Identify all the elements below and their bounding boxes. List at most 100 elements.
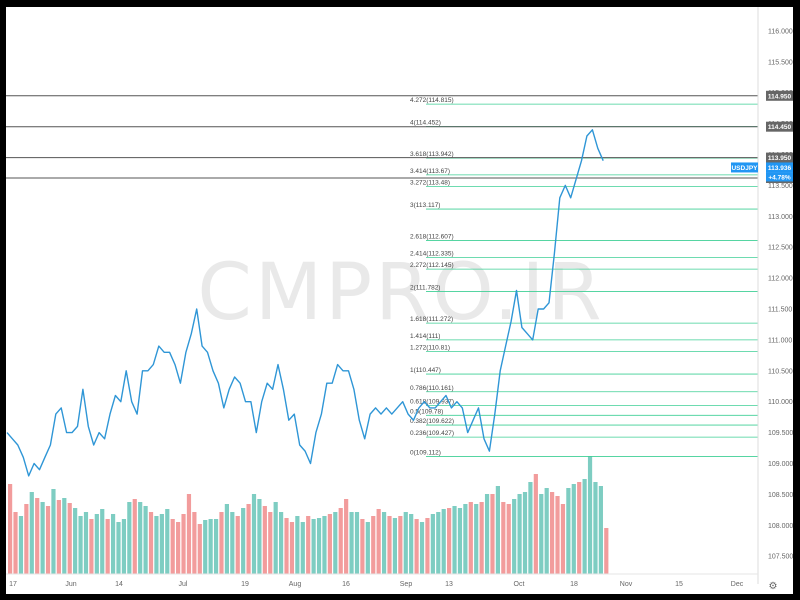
y-tick-label: 111.500 (768, 307, 792, 314)
fib-level-label: 0(109.112) (410, 450, 441, 457)
watermark: CMPRO.IR (197, 248, 604, 338)
y-tick-label: 112.000 (768, 276, 793, 283)
x-tick-label: Aug (289, 581, 302, 588)
fib-level-label: 2.272(112.145) (410, 262, 454, 269)
volume-bar (452, 506, 457, 574)
volume-bar (300, 522, 305, 574)
volume-bar (83, 512, 89, 574)
x-tick-label: Oct (514, 581, 525, 588)
volume-bar (18, 516, 24, 574)
y-tick-label: 110.500 (768, 368, 793, 375)
x-tick-label: 18 (570, 581, 578, 588)
y-tick-label: 109.000 (768, 461, 793, 468)
fib-level-label: 4.272(114.815) (410, 97, 454, 104)
volume-bar (73, 508, 78, 574)
volume-bar (105, 519, 110, 574)
volume-bar (186, 494, 192, 574)
x-tick-label: 16 (342, 581, 350, 588)
volume-bar (392, 518, 398, 574)
x-tick-label: 15 (675, 581, 683, 588)
volume-bar (360, 519, 365, 574)
volume-bar (544, 488, 549, 574)
volume-bar (463, 504, 468, 574)
volume-bar (176, 522, 181, 574)
price-tag-bg (766, 152, 793, 163)
volume-bar (414, 519, 419, 574)
fib-level-label: 0.5(109.78) (410, 408, 443, 415)
volume-bar (593, 482, 598, 574)
volume-bar (127, 502, 132, 574)
volume-bar (138, 502, 143, 574)
fib-level-label: 3.272(113.48) (410, 180, 450, 187)
volume-bar (501, 502, 506, 574)
volume-bar (230, 512, 235, 574)
fib-level-label: 1(110.447) (410, 367, 441, 374)
volume-bar (322, 516, 327, 574)
volume-bar (533, 474, 538, 574)
volume-bar (268, 512, 273, 574)
volume-bar (62, 498, 67, 574)
volume-bar (213, 519, 219, 574)
volume-bar (279, 512, 284, 574)
fib-level-label: 4(114.452) (410, 120, 441, 127)
price-tag: 114.450 (768, 124, 792, 131)
volume-bar (430, 514, 435, 574)
volume-bar (8, 484, 13, 574)
change-tag-bg (766, 172, 793, 182)
y-tick-label: 108.000 (768, 523, 793, 530)
volume-bar (419, 522, 425, 574)
volume-bar (45, 506, 51, 574)
fib-level-label: 0.786(110.161) (410, 385, 454, 392)
volume-bar (587, 456, 593, 574)
fib-level-label: 2.618(112.607) (410, 234, 454, 241)
volume-bar (490, 494, 495, 574)
volume-bar (338, 508, 343, 574)
volume-bar (371, 516, 376, 574)
x-tick-label: 13 (445, 581, 453, 588)
price-tag-bg (766, 90, 793, 101)
volume-bar (192, 512, 197, 574)
y-tick-label: 110.000 (768, 399, 793, 406)
volume-bar (89, 519, 94, 574)
volume-bar (582, 479, 587, 574)
volume-bar (251, 494, 257, 574)
volume-bar (29, 492, 34, 574)
usdjpy-chart[interactable]: CMPRO.IR 0(109.112) 0.236(109.427) 0.382(1… (6, 7, 793, 594)
x-tick-label: 17 (9, 581, 17, 588)
volume-bar (165, 509, 170, 574)
last-price-tag-bg (766, 162, 793, 173)
volume-bar (349, 512, 354, 574)
volume-bar (517, 494, 522, 574)
volume-bar (295, 516, 300, 574)
x-tick-label: Jun (65, 581, 76, 588)
volume-bar (495, 486, 500, 574)
volume-bar (425, 518, 430, 574)
price-tag-bg (766, 121, 793, 132)
volume-bar (13, 512, 18, 574)
volume-bar (35, 498, 40, 574)
volume-bar (170, 519, 175, 574)
fib-level-label: 2.414(112.335) (410, 250, 454, 257)
gear-icon: ⚙ (769, 581, 778, 592)
y-tick-label: 109.500 (768, 430, 793, 437)
volume-bar (376, 509, 381, 574)
volume-bar (387, 516, 392, 574)
x-tick-label: 19 (241, 581, 249, 588)
volume-bar (344, 499, 349, 574)
volume-bar (403, 512, 408, 574)
volume-bar (365, 522, 370, 574)
y-tick-label: 108.500 (768, 492, 793, 499)
volume-bar (474, 504, 479, 574)
volume-bar (354, 512, 360, 574)
volume-bar (484, 494, 490, 574)
symbol-tag-bg (731, 162, 758, 173)
y-tick-label: 112.500 (768, 245, 793, 252)
y-tick-label: 111.000 (768, 337, 792, 344)
volume-bar (40, 502, 45, 574)
volume-bar (181, 514, 186, 574)
y-tick-label: 113.000 (768, 214, 793, 221)
fib-level-label: 1.272(110.81) (410, 345, 450, 352)
volume-bar (441, 509, 446, 574)
x-tick-label: Dec (731, 581, 744, 588)
